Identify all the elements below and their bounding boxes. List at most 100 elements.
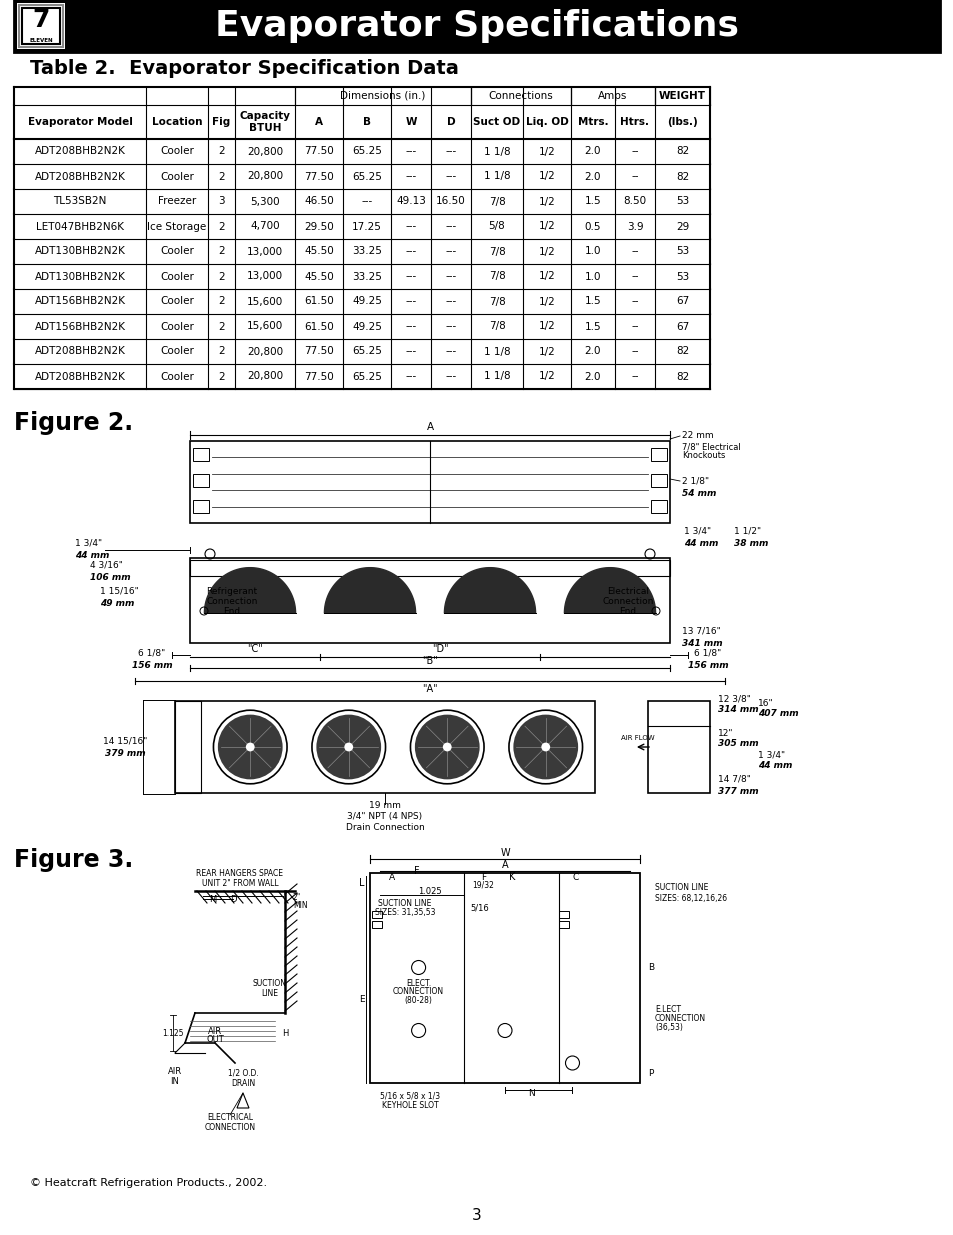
Bar [558,921,568,927]
Text: CONNECTION: CONNECTION [655,1014,705,1023]
Text: Mtrs.: Mtrs. [578,117,608,127]
Text: Ice Storage: Ice Storage [147,221,207,231]
Text: 16.50: 16.50 [436,196,465,206]
Text: ADT130BHB2N2K: ADT130BHB2N2K [34,247,125,257]
Text: 82: 82 [675,347,688,357]
Text: 53: 53 [675,272,688,282]
Text: 1/2: 1/2 [538,172,555,182]
Text: "D": "D" [432,643,448,655]
Text: 65.25: 65.25 [352,147,381,157]
Text: ---: --- [445,372,456,382]
Text: 2": 2" [293,893,301,902]
Text: E: E [359,994,364,1004]
Circle shape [344,742,353,751]
Text: WEIGHT: WEIGHT [659,91,705,101]
Text: AIR: AIR [168,1067,182,1076]
Text: 2.0: 2.0 [584,147,600,157]
Text: Cooler: Cooler [160,247,193,257]
Text: 1 1/2": 1 1/2" [733,526,760,536]
Text: 33.25: 33.25 [352,272,381,282]
Text: 44 mm: 44 mm [758,761,792,769]
Text: 46.50: 46.50 [304,196,334,206]
Text: 17.25: 17.25 [352,221,381,231]
Text: 5/8: 5/8 [488,221,505,231]
Text: P: P [647,1068,653,1077]
Text: 14 15/16": 14 15/16" [103,736,147,746]
Text: Freezer: Freezer [157,196,196,206]
Text: 20,800: 20,800 [247,372,283,382]
Circle shape [415,715,479,779]
Text: Capacity
BTUH: Capacity BTUH [239,111,291,133]
Text: 1.5: 1.5 [584,196,600,206]
Text: --: -- [631,272,639,282]
Text: ---: --- [405,247,416,257]
Bar [22,7,60,44]
Text: 7/8: 7/8 [488,196,505,206]
Text: 7/8: 7/8 [488,321,505,331]
Bar [370,873,639,1083]
Text: Drain Connection: Drain Connection [345,824,424,832]
Text: Suct OD: Suct OD [473,117,520,127]
Text: 61.50: 61.50 [304,296,334,306]
Bar [372,911,381,918]
Text: ---: --- [445,347,456,357]
Text: Refrigerant: Refrigerant [206,587,257,595]
Text: 379 mm: 379 mm [105,748,145,757]
Text: 1 3/4": 1 3/4" [758,751,784,760]
Text: ---: --- [405,347,416,357]
Text: 2: 2 [218,247,225,257]
Text: ELECTRICAL: ELECTRICAL [207,1114,253,1123]
Text: M: M [209,894,216,904]
Text: 45.50: 45.50 [304,272,334,282]
Text: 0.5: 0.5 [584,221,600,231]
Text: (80-28): (80-28) [404,997,432,1005]
Text: Amps: Amps [598,91,627,101]
Text: Cooler: Cooler [160,147,193,157]
Text: ADT208BHB2N2K: ADT208BHB2N2K [34,172,125,182]
Text: ELEVEN: ELEVEN [30,38,52,43]
Text: ---: --- [405,172,416,182]
Text: 67: 67 [675,321,688,331]
Text: 49.25: 49.25 [352,321,381,331]
Text: Connections: Connections [488,91,553,101]
Text: A: A [501,860,508,869]
Text: ---: --- [405,272,416,282]
Text: 12": 12" [718,729,733,737]
Polygon shape [204,568,295,614]
Bar [193,474,209,487]
Text: 314 mm: 314 mm [718,705,758,715]
Text: B: B [647,963,654,972]
Text: SIZES: 31,35,53: SIZES: 31,35,53 [375,909,435,918]
Bar [190,441,669,522]
Text: --: -- [631,372,639,382]
Text: 1.5: 1.5 [584,296,600,306]
Text: ---: --- [361,196,373,206]
Text: 3: 3 [218,196,225,206]
Bar [14,0,939,52]
Text: Figure 2.: Figure 2. [14,411,133,435]
Text: ---: --- [405,296,416,306]
Text: 1/2: 1/2 [538,147,555,157]
Text: CONNECTION: CONNECTION [204,1124,255,1132]
Text: Cooler: Cooler [160,296,193,306]
Text: UNIT 2" FROM WALL: UNIT 2" FROM WALL [201,878,278,888]
Bar [174,701,595,793]
Text: ADT130BHB2N2K: ADT130BHB2N2K [34,272,125,282]
Text: D: D [446,117,455,127]
Text: 1 15/16": 1 15/16" [100,587,138,595]
Text: ---: --- [445,321,456,331]
Text: 2: 2 [218,372,225,382]
Text: 82: 82 [675,147,688,157]
Text: 6 1/8": 6 1/8" [138,648,166,657]
Text: 49.13: 49.13 [395,196,425,206]
Text: 2.0: 2.0 [584,372,600,382]
Text: SUCTION: SUCTION [253,978,287,988]
Text: A: A [426,422,433,432]
Text: 1/2: 1/2 [538,272,555,282]
Text: ---: --- [405,372,416,382]
Text: ---: --- [445,247,456,257]
Text: ---: --- [445,272,456,282]
Bar [19,5,63,47]
Text: 45.50: 45.50 [304,247,334,257]
Text: AIR FLOW: AIR FLOW [620,735,654,741]
